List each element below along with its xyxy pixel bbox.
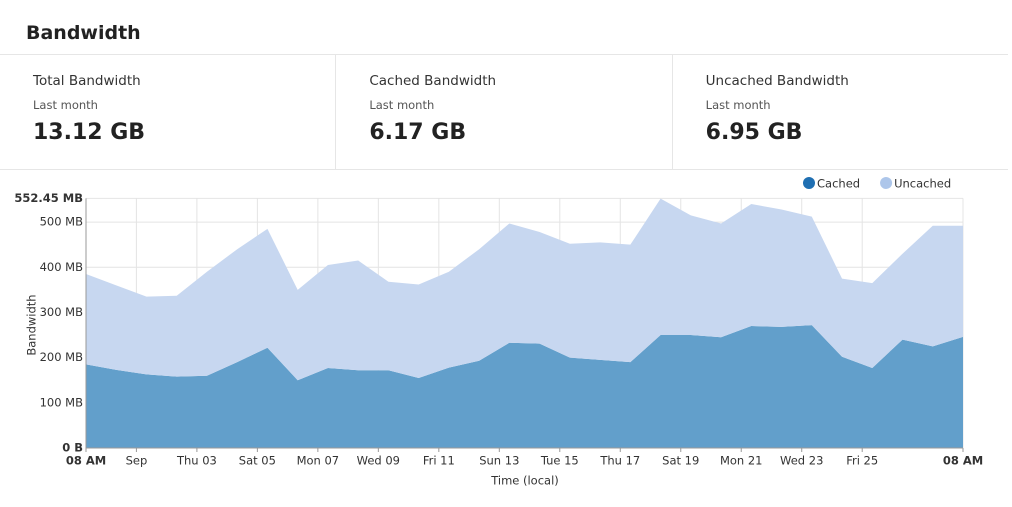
stat-value: 13.12 GB [33,120,146,145]
legend-swatch [880,177,893,189]
stat-period: Last month [33,98,98,112]
x-tick-label: Sat 19 [662,454,699,468]
y-tick-label: 0 B [62,441,83,455]
x-tick-label: Sat 05 [239,454,276,468]
y-tick-label: 500 MB [40,215,84,229]
page-title: Bandwidth [26,22,141,44]
x-tick-label: Thu 03 [176,454,217,468]
x-tick-label: Fri 25 [846,454,878,468]
chart: Bandwidth Time (local) 0 B 100 MB 200 MB 30… [14,177,983,488]
stat-value: 6.95 GB [705,120,803,145]
stats-row: Total Bandwidth Last month 13.12 GB Cach… [0,54,1008,170]
area [86,198,963,381]
x-tick-label: 08 AM [66,454,106,468]
stat-card: Cached Bandwidth Last month 6.17 GB [336,55,673,169]
legend-label: Cached [817,177,860,191]
x-tick-label: Mon 07 [297,454,340,468]
x-tick-label: 08 AM [943,454,983,468]
legend-swatch [803,177,815,189]
x-tick-label: Thu 17 [599,454,640,468]
x-tick-label: Sun 13 [479,454,519,468]
x-tick-label: Fri 11 [423,454,455,468]
area [86,325,963,448]
stat-card: Uncached Bandwidth Last month 6.95 GB [673,55,1008,169]
y-tick-label: 400 MB [40,260,84,274]
x-tick-label: Sep [126,454,148,468]
stat-period: Last month [705,98,771,112]
stat-label: Total Bandwidth [33,73,141,89]
y-tick-label: 300 MB [40,305,84,319]
y-tick-label: 100 MB [40,395,84,409]
legend-label: Uncached [894,177,951,191]
x-tick-label: Wed 09 [357,454,400,468]
stat-label: Cached Bandwidth [369,73,497,89]
y-tick-label: 200 MB [40,350,84,364]
stat-period: Last month [369,98,435,112]
x-tick-label: Wed 23 [780,454,823,468]
x-tick-label: Mon 21 [720,454,763,468]
y-axis-title: Bandwidth [25,294,39,355]
y-tick-label: 552.45 MB [14,191,83,205]
stat-value: 6.17 GB [369,120,467,145]
x-axis-title: Time (local) [490,474,559,488]
stat-label: Uncached Bandwidth [705,73,849,89]
stat-card: Total Bandwidth Last month 13.12 GB [0,55,337,169]
x-tick-label: Tue 15 [540,454,579,468]
